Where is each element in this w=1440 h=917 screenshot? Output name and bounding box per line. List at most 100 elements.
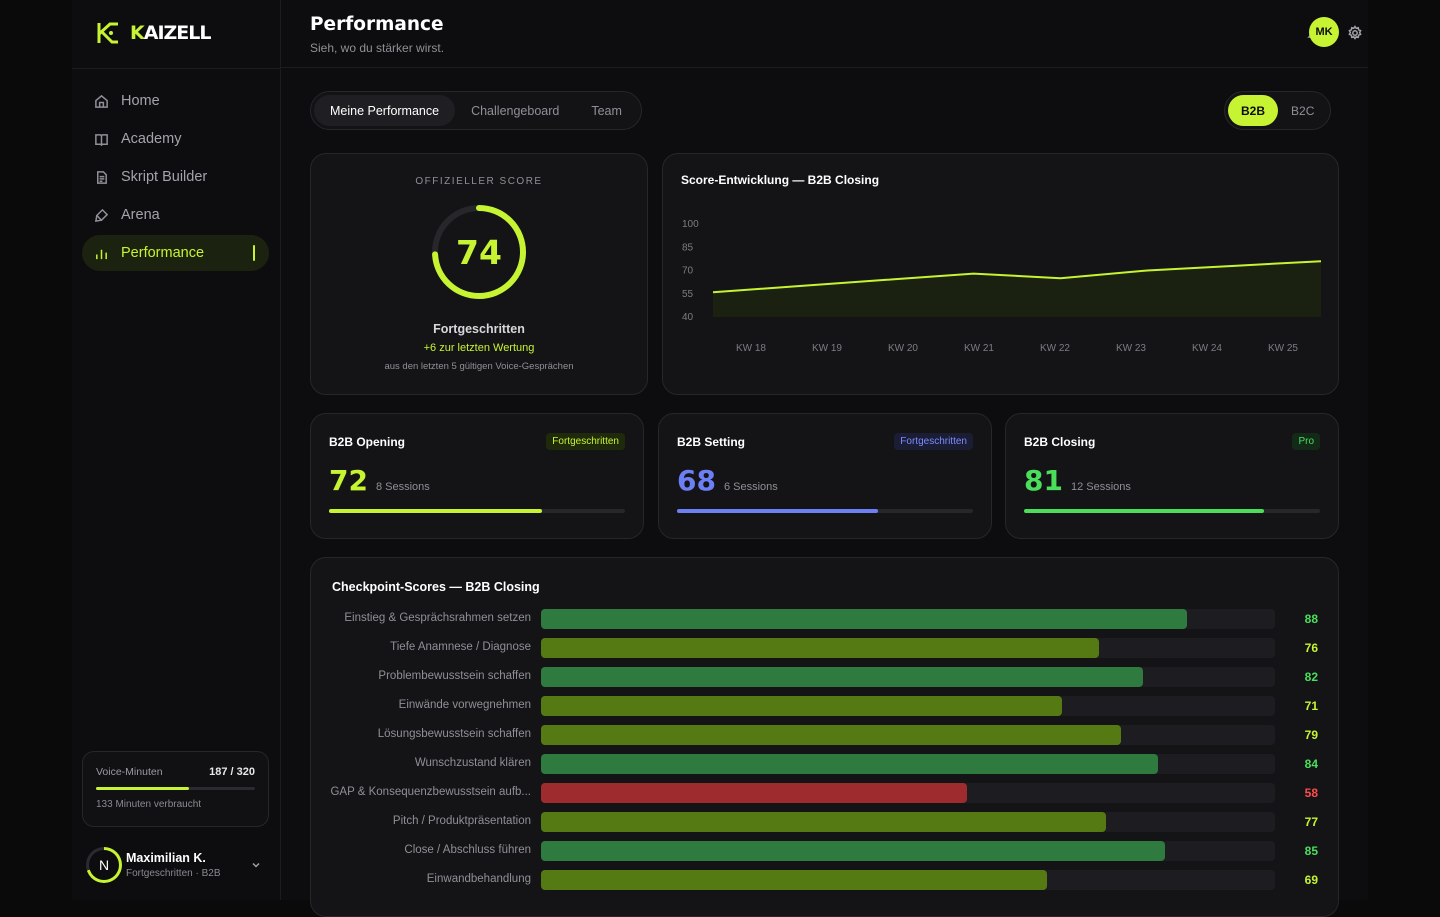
category-title: B2B Opening <box>329 435 406 449</box>
sidebar-item-skript-builder[interactable]: Skript Builder <box>82 159 269 195</box>
sidebar-nav: Home Academy Skript Builder Arena Perfor… <box>82 83 269 273</box>
checkpoint-bar-track <box>541 696 1275 716</box>
score-area <box>713 261 1321 317</box>
tab-meine-performance[interactable]: Meine Performance <box>314 95 456 126</box>
voice-minutes-row: Voice-Minuten 187 / 320 <box>96 766 255 778</box>
checkpoint-label: Problembewusstsein schaffen <box>378 670 531 682</box>
sidebar-item-arena[interactable]: Arena <box>82 197 269 233</box>
checkpoint-label: Einwandbehandlung <box>426 873 531 885</box>
checkpoint-scores-card: Checkpoint-Scores — B2B Closing Einstieg… <box>310 557 1339 917</box>
checkpoint-value: 79 <box>1304 728 1318 742</box>
logo-text: KAIZELL <box>130 22 212 44</box>
market-toggle: B2B B2C <box>1224 91 1332 130</box>
toggle-b2c[interactable]: B2C <box>1291 103 1315 118</box>
logo-rest: AIZELL <box>143 22 212 44</box>
official-score-card: OFFIZIELLER SCORE 74 Fortgeschritten +6 … <box>310 153 648 395</box>
avatar-initial: N <box>89 850 119 880</box>
checkpoint-bar-fill <box>541 870 1048 890</box>
sidebar-item-performance[interactable]: Performance <box>82 235 269 271</box>
checkpoint-row: GAP & Konsequenzbewusstsein aufb... 58 <box>311 783 1340 803</box>
voice-minutes-card: Voice-Minuten 187 / 320 133 Minuten verb… <box>82 751 269 827</box>
voice-minutes-fill <box>96 787 189 790</box>
x-tick-label: KW 23 <box>1116 343 1146 354</box>
checkpoint-value: 85 <box>1304 844 1318 858</box>
sidebar-item-academy[interactable]: Academy <box>82 121 269 157</box>
checkpoint-value: 76 <box>1304 641 1318 655</box>
checkpoint-bar-track <box>541 841 1275 861</box>
voice-minutes-label: Voice-Minuten <box>96 766 163 778</box>
category-progress-track <box>1024 509 1320 513</box>
header-avatar[interactable]: MK <box>1309 17 1339 47</box>
category-progress-fill <box>1024 509 1264 513</box>
toggle-b2b[interactable]: B2B <box>1228 95 1279 126</box>
checkpoint-bar-track <box>541 638 1275 658</box>
score-line <box>712 260 1322 294</box>
score-note: aus den letzten 5 gültigen Voice-Gespräc… <box>384 361 574 372</box>
checkpoint-bar-fill <box>541 609 1187 629</box>
settings-button[interactable] <box>1347 25 1365 43</box>
y-tick-label: 55 <box>682 289 694 300</box>
page-subtitle: Sieh, wo du stärker wirst. <box>310 41 445 55</box>
category-progress-track <box>329 509 625 513</box>
divider <box>72 68 281 69</box>
score-trend-chart: 100 85 70 55 40 KW 18 KW 19 KW 20 KW 21 KW 22 KW 2… <box>682 219 1322 354</box>
sidebar-item-label: Skript Builder <box>121 169 208 185</box>
checkpoint-value: 88 <box>1304 612 1318 626</box>
category-score: 81 <box>1024 464 1063 497</box>
page-header: Performance Sieh, wo du stärker wirst. M… <box>281 0 1368 68</box>
checkpoint-row: Close / Abschluss führen 85 <box>311 841 1340 861</box>
score-value: 74 <box>456 232 502 272</box>
checkpoint-value: 69 <box>1304 873 1318 887</box>
checkpoint-row: Tiefe Anamnese / Diagnose 76 <box>311 638 1340 658</box>
page-title: Performance <box>310 14 444 35</box>
y-tick-label: 70 <box>682 266 694 277</box>
home-icon <box>95 94 108 108</box>
y-tick-label: 85 <box>682 242 694 253</box>
chart-title: Score-Entwicklung — B2B Closing <box>681 173 880 187</box>
y-tick-label: 100 <box>682 219 699 230</box>
document-icon <box>97 170 107 184</box>
checkpoint-row: Pitch / Produktpräsentation 77 <box>311 812 1340 832</box>
kaizell-logo-icon <box>97 22 118 44</box>
checkpoint-label: Einstieg & Gesprächsrahmen setzen <box>344 612 531 624</box>
checkpoint-bar-track <box>541 725 1275 745</box>
user-profile[interactable]: N Maximilian K. Fortgeschritten · B2B <box>86 845 271 885</box>
app-shell: KAIZELL Home Academy Skript Builder Aren… <box>72 0 1368 917</box>
category-card-b2b-closing[interactable]: B2B Closing Pro 81 12 Sessions <box>1005 413 1339 539</box>
gear-icon <box>1348 25 1362 40</box>
x-tick-label: KW 21 <box>964 343 994 354</box>
checkpoint-label: Pitch / Produktpräsentation <box>392 815 531 827</box>
checkpoint-bar-fill <box>541 841 1165 861</box>
score-trend-card: 100 85 70 55 40 KW 18 KW 19 KW 20 KW 21 KW 22 KW 2… <box>662 153 1339 395</box>
tab-challengeboard[interactable]: Challengeboard <box>471 103 560 118</box>
category-card-b2b-setting[interactable]: B2B Setting Fortgeschritten 68 6 Session… <box>658 413 992 539</box>
category-score: 68 <box>677 464 716 497</box>
score-delta: +6 zur letzten Wertung <box>423 342 535 354</box>
chevron-down-icon[interactable] <box>251 860 261 870</box>
checkpoint-label: Wunschzustand klären <box>414 757 531 769</box>
sidebar-item-label: Academy <box>121 131 182 147</box>
checkpoint-label: Tiefe Anamnese / Diagnose <box>390 641 531 653</box>
checkpoint-bar-fill <box>541 783 967 803</box>
logo[interactable]: KAIZELL <box>96 20 212 46</box>
score-label: OFFIZIELLER SCORE <box>415 176 543 187</box>
tab-team[interactable]: Team <box>591 103 622 118</box>
sidebar: KAIZELL Home Academy Skript Builder Aren… <box>72 0 281 900</box>
sidebar-item-home[interactable]: Home <box>82 83 269 119</box>
checkpoint-bar-fill <box>541 754 1158 774</box>
score-ring-arc <box>432 205 526 299</box>
book-icon <box>95 133 108 146</box>
profile-sub: Fortgeschritten · B2B <box>126 868 221 879</box>
category-title: B2B Closing <box>1024 435 1096 449</box>
microphone-icon <box>94 208 109 222</box>
checkpoint-value: 71 <box>1304 699 1318 713</box>
checkpoint-bar-fill <box>541 812 1107 832</box>
y-tick-label: 40 <box>682 312 694 323</box>
x-tick-label: KW 24 <box>1192 343 1222 354</box>
checkpoint-row: Einwände vorwegnehmen 71 <box>311 696 1340 716</box>
category-card-b2b-opening[interactable]: B2B Opening Fortgeschritten 72 8 Session… <box>310 413 644 539</box>
performance-tabs: Meine Performance Challengeboard Team <box>310 91 642 130</box>
sidebar-item-label: Arena <box>121 207 160 223</box>
checkpoint-value: 58 <box>1304 786 1318 800</box>
category-progress-fill <box>329 509 543 513</box>
